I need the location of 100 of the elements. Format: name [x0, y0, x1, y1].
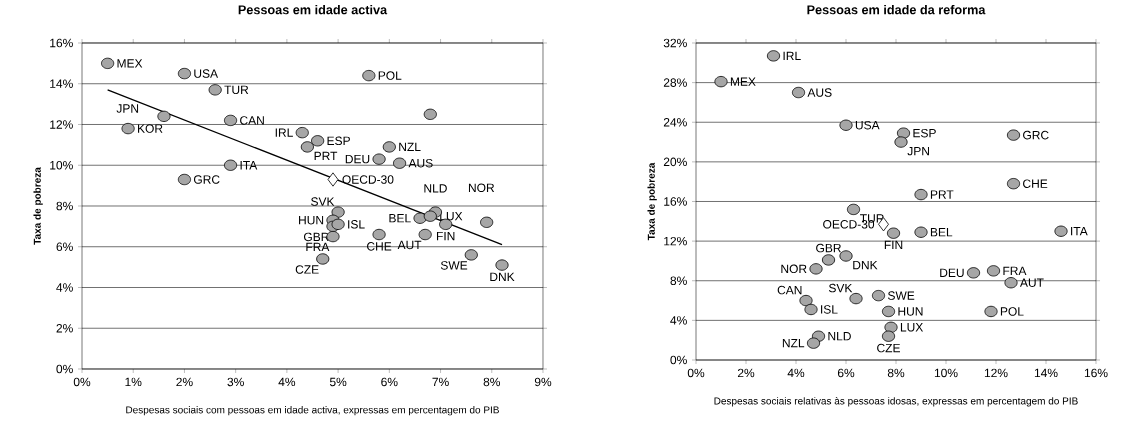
- annotation: FIN: [884, 240, 903, 250]
- annotation: MEX: [117, 59, 143, 68]
- x-tick-label: 8%: [483, 377, 501, 387]
- annotation: SVK: [311, 197, 335, 206]
- annotation: GBR: [303, 232, 329, 242]
- annotation: CZE: [877, 343, 900, 353]
- annotation: ITA: [1071, 227, 1088, 236]
- annotation: HUN: [299, 216, 324, 225]
- annotation: BEL: [930, 228, 953, 237]
- annotation: KOR: [138, 124, 163, 133]
- annotation: GRC: [193, 175, 220, 184]
- annotation: AUT: [397, 240, 422, 250]
- annotation: ITA: [240, 161, 258, 170]
- x-tick-label: 3%: [227, 377, 244, 387]
- annotation: DNK: [490, 272, 515, 281]
- annotation: TUR: [224, 85, 249, 95]
- x-tick-label: 4%: [787, 368, 805, 378]
- annotation: ESP: [327, 136, 350, 146]
- y-tick-label: 2%: [56, 324, 73, 333]
- x-tick-label: 9%: [534, 377, 552, 387]
- annotation: GRC: [1023, 130, 1049, 140]
- annotation: AUS: [807, 88, 832, 97]
- annotation: HUN: [898, 307, 923, 316]
- annotation: AUS: [408, 158, 433, 168]
- y-tick-label: 4%: [56, 283, 73, 292]
- annotation: FIN: [436, 231, 455, 241]
- x-tick-label: 10%: [934, 368, 958, 378]
- x-tick-label: 0%: [687, 368, 705, 378]
- annotation: NZL: [399, 142, 421, 152]
- y-tick-label: 10%: [50, 160, 73, 170]
- annotation: NOR: [468, 183, 495, 193]
- x-tick-label: 14%: [1034, 368, 1058, 378]
- annotation: POL: [378, 71, 402, 80]
- y-tick-label: 0%: [670, 355, 687, 365]
- annotation: NZL: [782, 339, 805, 348]
- x-axis-title: Despesas sociais relativas às pessoas idosas, expressas em percentagem do PIB: [714, 397, 1078, 407]
- annotation: ISL: [348, 220, 365, 229]
- annotation: IRL: [783, 51, 801, 60]
- x-tick-label: 16%: [1084, 368, 1108, 378]
- annotation: GBR: [816, 243, 841, 253]
- annotation: CHE: [367, 242, 392, 251]
- annotation: USA: [194, 69, 219, 78]
- y-tick-label: 8%: [670, 276, 687, 286]
- x-tick-label: 6%: [837, 368, 855, 378]
- x-tick-label: 6%: [381, 377, 398, 387]
- y-axis-title: Taxa de pobreza: [33, 167, 43, 245]
- annotation: DNK: [853, 260, 878, 270]
- x-tick-label: 8%: [887, 368, 905, 378]
- annotation: FRA: [1003, 266, 1027, 275]
- annotation: DEU: [940, 268, 964, 278]
- y-tick-label: 28%: [663, 78, 687, 87]
- annotation: NLD: [828, 332, 851, 341]
- annotation: DEU: [345, 154, 370, 164]
- annotation: MEX: [730, 77, 756, 86]
- y-axis-title: Taxa de pobreza: [647, 162, 657, 241]
- annotation: JPN: [116, 104, 139, 113]
- x-axis-title: Despesas sociais com pessoas em idade activa, expressas em percentagem do PIB: [126, 406, 499, 416]
- annotation: USA: [855, 120, 880, 130]
- y-tick-label: 12%: [664, 236, 687, 246]
- annotation: BEL: [389, 214, 411, 223]
- annotation: AUT: [1019, 278, 1044, 287]
- annotation: CHE: [1023, 179, 1048, 188]
- x-tick-label: 7%: [432, 377, 449, 387]
- annotation: CAN: [777, 285, 802, 295]
- annotation: CAN: [240, 116, 264, 125]
- annotation: SWE: [887, 291, 915, 300]
- x-tick-label: 2%: [737, 368, 755, 378]
- y-tick-label: 6%: [56, 242, 73, 252]
- x-tick-label: 0%: [73, 377, 91, 387]
- y-tick-label: 14%: [50, 79, 73, 88]
- annotation: FRA: [306, 242, 330, 252]
- annotation: POL: [1000, 307, 1024, 316]
- annotation: NOR: [781, 264, 807, 274]
- annotation: PRT: [930, 190, 954, 199]
- x-tick-label: 5%: [329, 377, 347, 387]
- annotation: ISL: [821, 305, 838, 314]
- y-tick-label: 4%: [670, 316, 687, 325]
- x-tick-label: 2%: [176, 377, 193, 387]
- annotation: PRT: [314, 151, 338, 161]
- y-tick-label: 20%: [663, 157, 687, 167]
- x-tick-label: 12%: [984, 368, 1008, 378]
- annotation: JPN: [907, 146, 929, 156]
- annotation: IRL: [275, 128, 293, 137]
- annotation: NLD: [424, 184, 447, 193]
- y-tick-label: 12%: [50, 120, 73, 129]
- y-tick-label: 16%: [50, 38, 73, 48]
- chart-title: Pessoas em idade da reforma: [807, 4, 986, 15]
- annotation: ESP: [913, 128, 936, 138]
- annotation: SWE: [440, 261, 468, 270]
- annotation: LUX: [900, 323, 924, 332]
- y-tick-label: 16%: [664, 197, 687, 206]
- x-tick-label: 4%: [278, 377, 296, 387]
- y-tick-label: 24%: [663, 118, 687, 127]
- y-tick-label: 8%: [56, 201, 73, 211]
- y-tick-label: 32%: [663, 38, 687, 48]
- chart-title: Pessoas em idade activa: [238, 4, 388, 15]
- annotation: CZE: [295, 265, 319, 274]
- x-tick-label: 1%: [125, 377, 142, 387]
- annotation: SVK: [828, 283, 853, 293]
- annotation: OECD-30: [342, 175, 394, 184]
